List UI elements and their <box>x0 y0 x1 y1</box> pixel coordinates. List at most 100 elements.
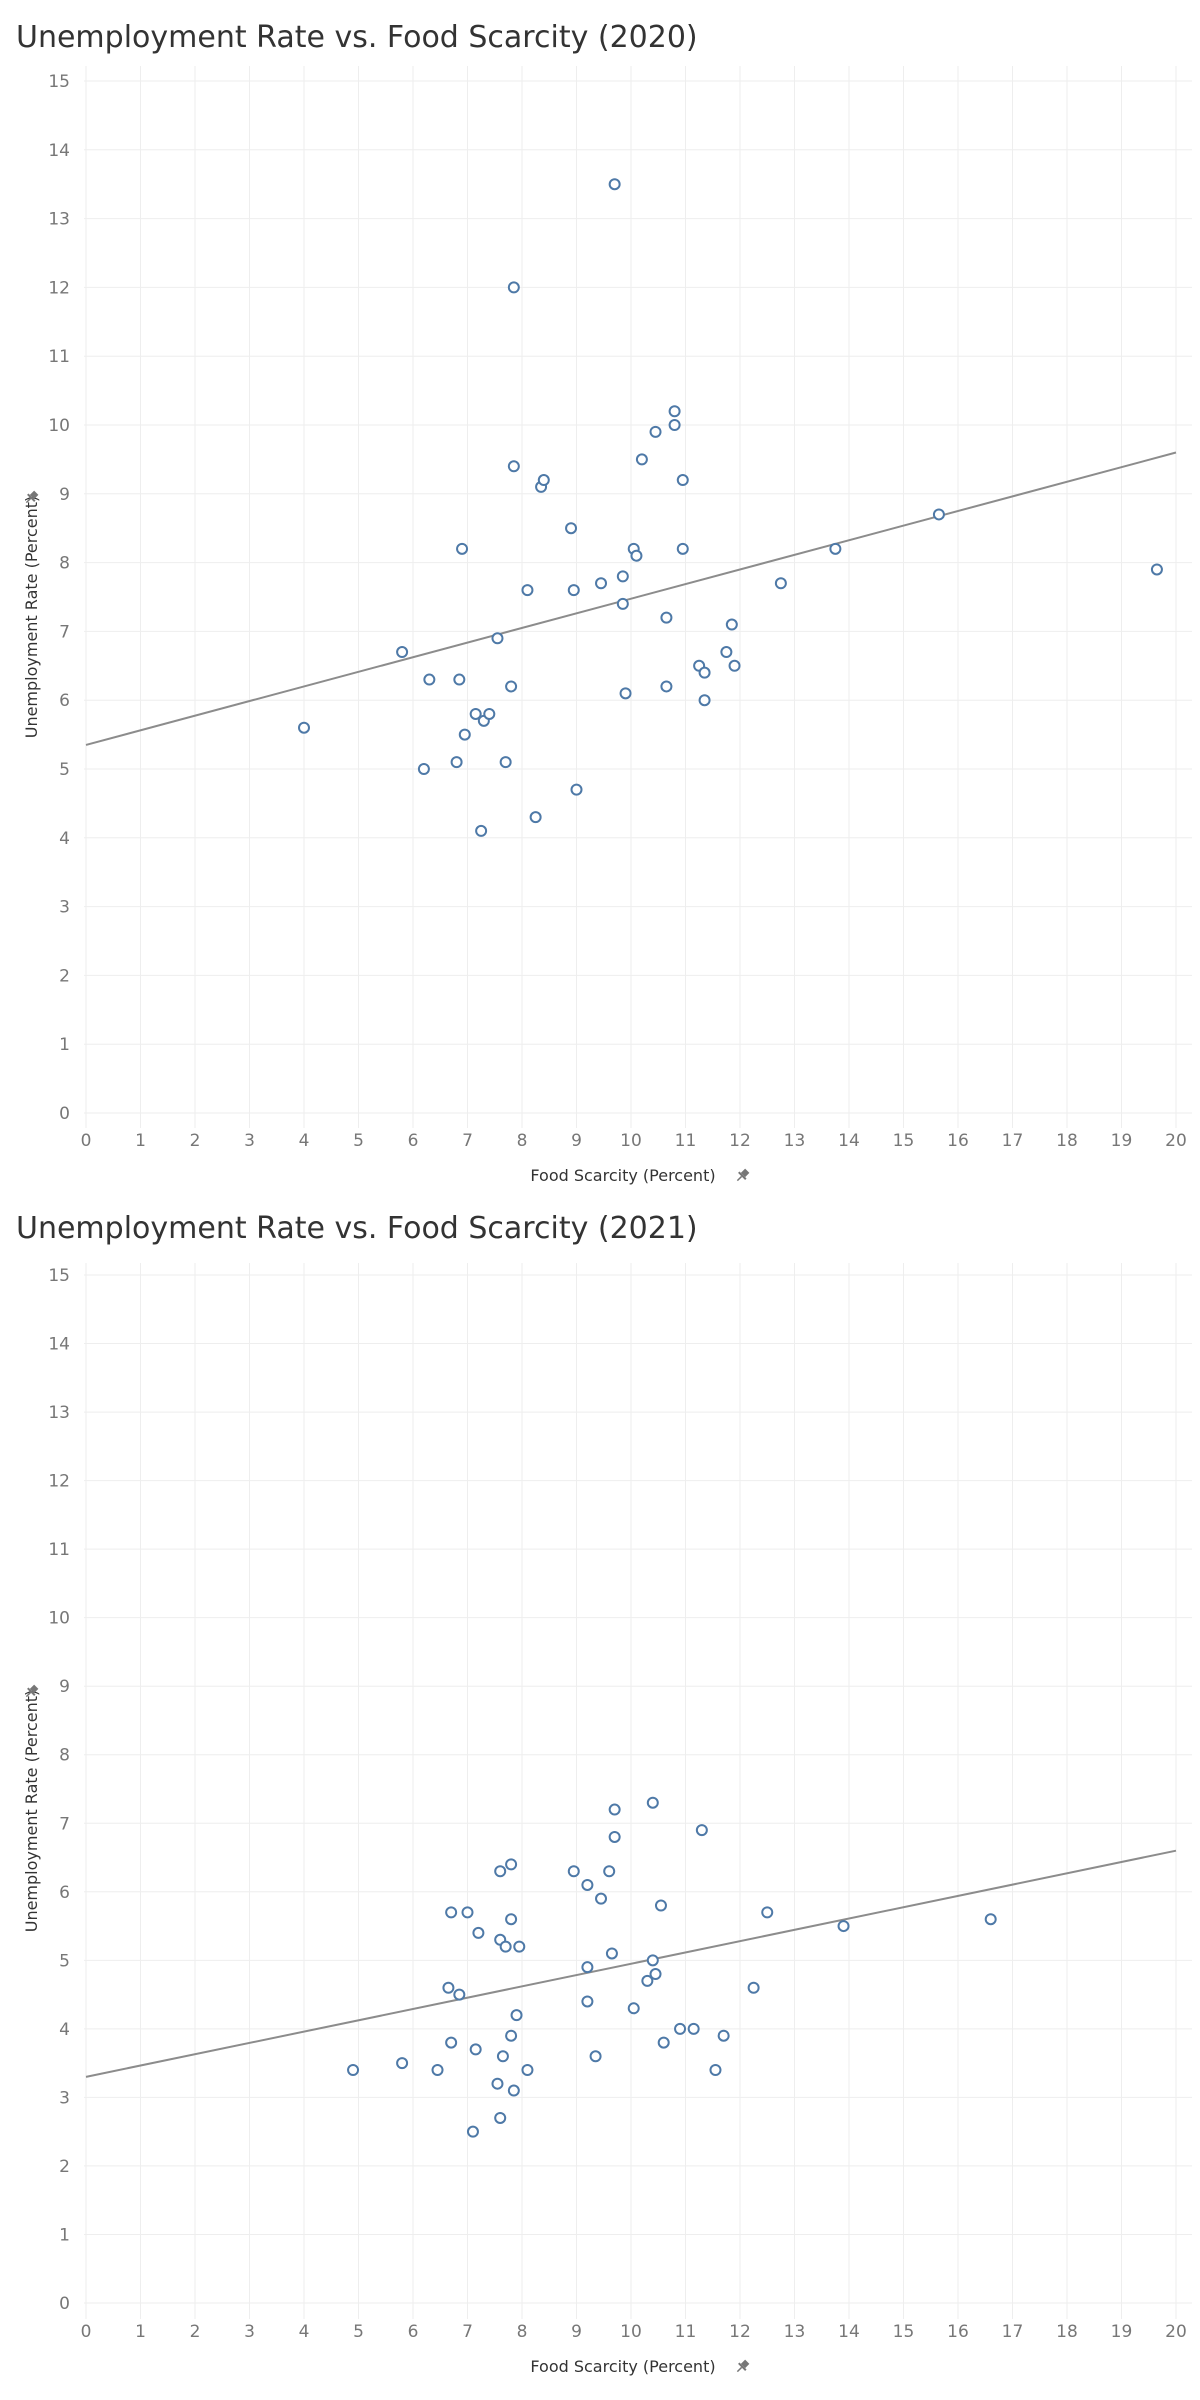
data-point <box>453 673 466 686</box>
y-tick-label: 6 <box>59 1883 70 1903</box>
x-tick-label: 14 <box>838 2322 860 2342</box>
x-tick-label: 5 <box>353 1131 364 1151</box>
data-point <box>461 1906 474 1919</box>
y-tick-label: 9 <box>59 485 70 505</box>
data-point <box>521 2063 534 2076</box>
x-tick-label: 1 <box>135 2322 146 2342</box>
data-point <box>641 1974 654 1987</box>
x-tick-label: 20 <box>1165 2322 1187 2342</box>
data-point <box>595 1892 608 1905</box>
data-point <box>431 2063 444 2076</box>
data-point <box>496 2050 509 2063</box>
data-point <box>774 577 787 590</box>
y-tick-label: 10 <box>48 416 70 436</box>
y-tick-label: 4 <box>59 829 70 849</box>
data-point <box>589 2050 602 2063</box>
data-point <box>483 707 496 720</box>
x-tick-label: 14 <box>838 1131 860 1151</box>
x-tick-label: 2 <box>190 1131 201 1151</box>
data-point <box>616 570 629 583</box>
data-point <box>494 2111 507 2124</box>
x-tick-label: 20 <box>1165 1131 1187 1151</box>
data-point <box>491 632 504 645</box>
y-tick-label: 7 <box>59 622 70 642</box>
pin-icon <box>736 1168 750 1182</box>
data-point <box>521 584 534 597</box>
y-tick-label: 8 <box>59 554 70 574</box>
data-point <box>635 453 648 466</box>
data-point <box>674 2022 687 2035</box>
pin-icon <box>736 2359 750 2373</box>
data-point <box>932 508 945 521</box>
data-point <box>347 2063 360 2076</box>
data-point <box>442 1981 455 1994</box>
data-point <box>720 646 733 659</box>
data-point <box>829 542 842 555</box>
data-point <box>837 1920 850 1933</box>
x-tick-label: 13 <box>784 2322 806 2342</box>
data-point <box>747 1981 760 1994</box>
x-tick-label: 5 <box>353 2322 364 2342</box>
y-tick-label: 13 <box>48 1403 70 1423</box>
data-point <box>660 680 673 693</box>
x-tick-label: 6 <box>408 1131 419 1151</box>
data-point <box>608 1830 621 1843</box>
data-point <box>565 522 578 535</box>
data-point <box>698 666 711 679</box>
y-tick-label: 5 <box>59 1951 70 1971</box>
y-tick-label: 15 <box>48 1266 70 1286</box>
data-point <box>458 728 471 741</box>
x-tick-label: 0 <box>81 1131 92 1151</box>
x-tick-label: 8 <box>517 1131 528 1151</box>
data-point <box>627 2002 640 2015</box>
data-point <box>984 1913 997 1926</box>
y-tick-label: 3 <box>59 2088 70 2108</box>
data-point <box>456 542 469 555</box>
data-point <box>499 756 512 769</box>
y-tick-label: 6 <box>59 691 70 711</box>
x-tick-label: 17 <box>1002 1131 1024 1151</box>
x-tick-label: 15 <box>893 1131 915 1151</box>
data-point <box>423 673 436 686</box>
x-tick-label: 7 <box>462 1131 473 1151</box>
x-tick-label: 6 <box>408 2322 419 2342</box>
x-tick-label: 19 <box>1111 2322 1133 2342</box>
data-point <box>499 1940 512 1953</box>
data-point <box>676 542 689 555</box>
data-point <box>687 2022 700 2035</box>
data-point <box>581 1961 594 1974</box>
data-point <box>668 405 681 418</box>
y-tick-label: 13 <box>48 210 70 230</box>
scatter-chart: 0 1 2 3 4 5 6 7 8 9 10 11 12 13 14 15 16 17 18 19 2001234567… <box>22 66 1192 1185</box>
data-point <box>475 824 488 837</box>
data-point <box>505 1858 518 1871</box>
data-point <box>417 763 430 775</box>
x-tick-label: 15 <box>893 2322 915 2342</box>
x-tick-label: 18 <box>1056 1131 1078 1151</box>
x-tick-label: 1 <box>135 1131 146 1151</box>
x-tick-label: 0 <box>81 2322 92 2342</box>
data-point <box>453 1988 466 2001</box>
x-tick-label: 19 <box>1111 1131 1133 1151</box>
x-tick-label: 10 <box>620 2322 642 2342</box>
data-point <box>646 1796 659 1809</box>
data-point <box>445 1906 458 1919</box>
x-axis-title: Food Scarcity (Percent) <box>530 1166 715 1185</box>
data-point <box>616 597 629 610</box>
y-tick-label: 9 <box>59 1677 70 1697</box>
data-point <box>396 646 409 659</box>
x-tick-label: 9 <box>571 2322 582 2342</box>
y-tick-label: 2 <box>59 966 70 986</box>
y-tick-label: 15 <box>48 72 70 92</box>
x-tick-label: 4 <box>299 1131 310 1151</box>
data-point <box>605 1947 618 1960</box>
x-tick-label: 8 <box>517 2322 528 2342</box>
x-axis-title: Food Scarcity (Percent) <box>530 2357 715 2376</box>
x-tick-label: 2 <box>190 2322 201 2342</box>
y-tick-label: 4 <box>59 2020 70 2040</box>
trend-line <box>85 1849 1177 2078</box>
x-tick-label: 12 <box>729 2322 751 2342</box>
data-point <box>630 549 643 562</box>
data-point <box>668 419 681 431</box>
pin-icon-needle <box>25 1691 32 1698</box>
